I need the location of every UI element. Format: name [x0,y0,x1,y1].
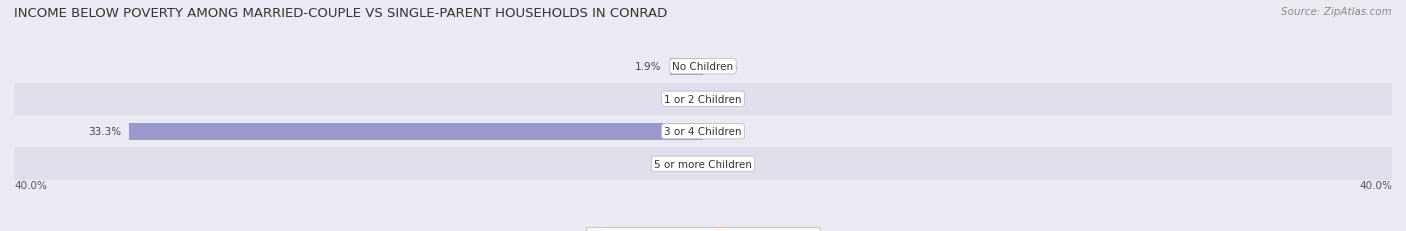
Bar [129,123,703,140]
Text: 0.0%: 0.0% [711,62,738,72]
Text: Source: ZipAtlas.com: Source: ZipAtlas.com [1281,7,1392,17]
Text: INCOME BELOW POVERTY AMONG MARRIED-COUPLE VS SINGLE-PARENT HOUSEHOLDS IN CONRAD: INCOME BELOW POVERTY AMONG MARRIED-COUPL… [14,7,668,20]
Text: 0.0%: 0.0% [668,159,695,169]
Bar [14,148,1392,180]
Bar [14,83,1392,116]
Text: 0.0%: 0.0% [711,127,738,137]
Text: 40.0%: 40.0% [14,180,46,190]
Text: 1 or 2 Children: 1 or 2 Children [664,94,742,104]
Text: 0.0%: 0.0% [668,94,695,104]
Text: 5 or more Children: 5 or more Children [654,159,752,169]
Text: No Children: No Children [672,62,734,72]
Text: 1.9%: 1.9% [636,62,662,72]
Text: 3 or 4 Children: 3 or 4 Children [664,127,742,137]
Text: 40.0%: 40.0% [1360,180,1392,190]
Bar [671,59,703,75]
Legend: Married Couples, Single Parents: Married Couples, Single Parents [586,227,820,231]
Text: 0.0%: 0.0% [711,159,738,169]
Text: 0.0%: 0.0% [711,94,738,104]
Bar [14,116,1392,148]
Text: 33.3%: 33.3% [87,127,121,137]
Bar [14,51,1392,83]
